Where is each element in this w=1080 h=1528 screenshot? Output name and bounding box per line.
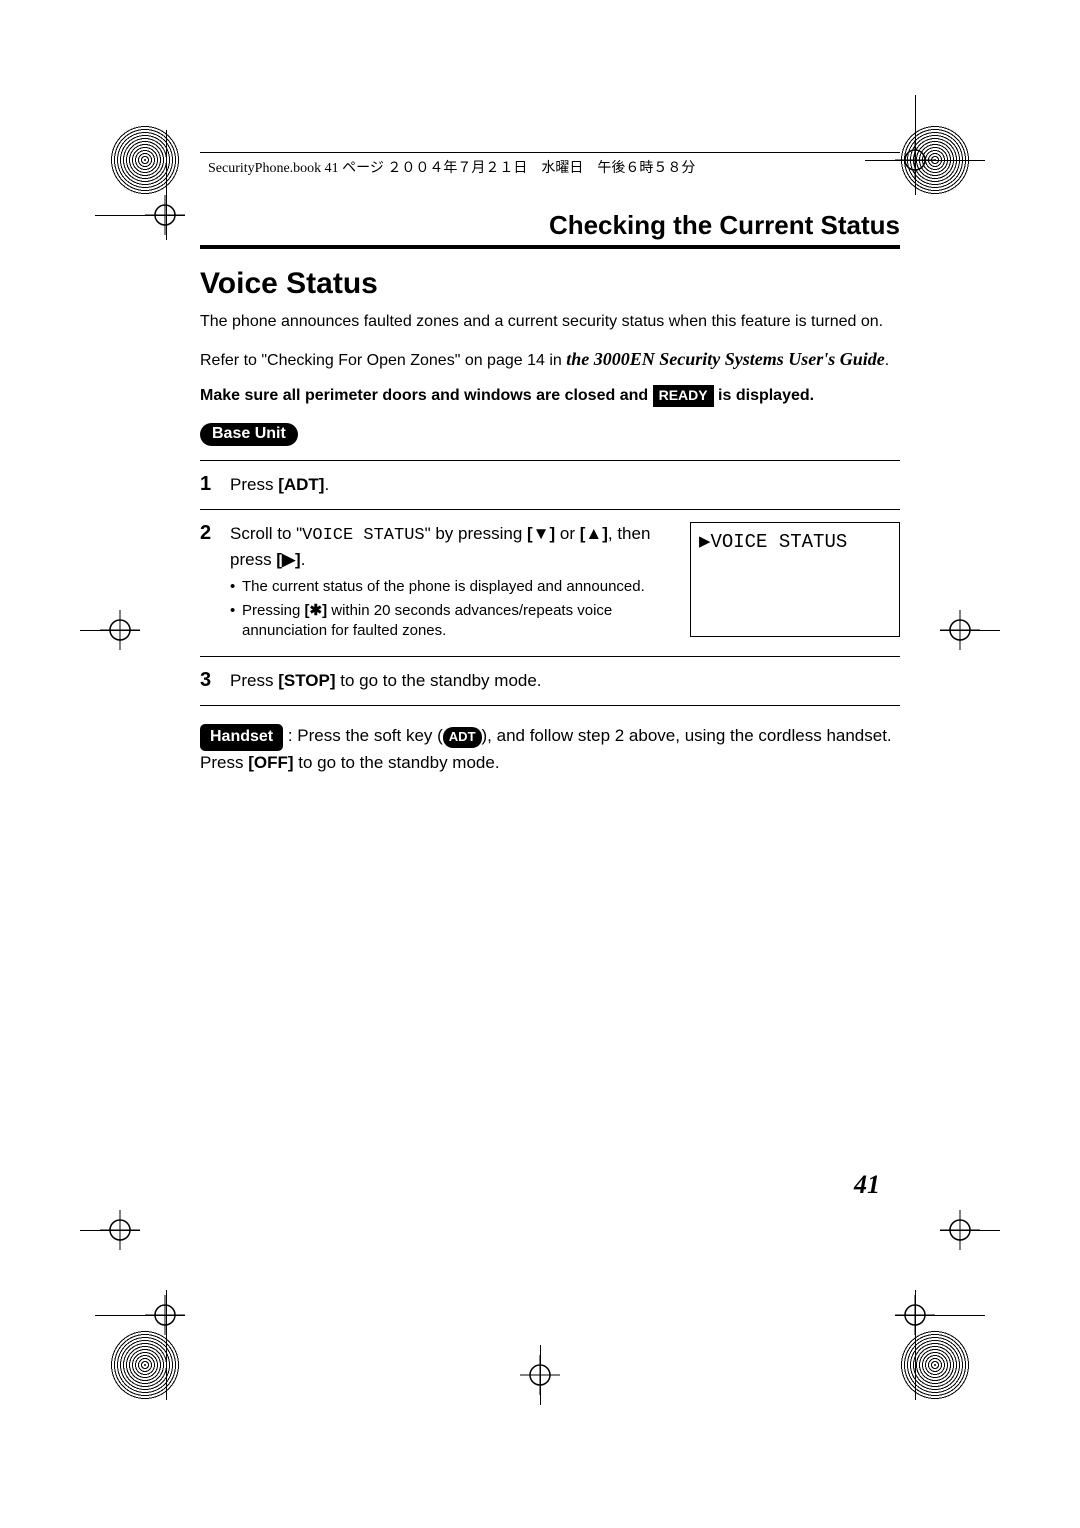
warning-after: is displayed. (714, 387, 814, 404)
s2-c: or (555, 524, 580, 543)
crop-line (895, 1315, 985, 1316)
off-key: [OFF] (248, 753, 293, 772)
stop-key: [STOP] (278, 671, 335, 690)
s1-a: Press (230, 475, 278, 494)
crop-line (95, 215, 185, 216)
crop-line (166, 130, 167, 240)
s1-c: . (324, 475, 329, 494)
down-key: [▼] (527, 524, 555, 543)
crop-line (540, 1345, 541, 1405)
base-unit-pill: Base Unit (200, 423, 298, 446)
step-rule (200, 509, 900, 510)
intro-text: The phone announces faulted zones and a … (200, 311, 900, 333)
page-content: Checking the Current Status Voice Status… (200, 210, 900, 775)
voice-status-mono: VOICE STATUS (302, 526, 424, 545)
s2-e: . (301, 550, 306, 569)
b2-a: Pressing (242, 602, 305, 619)
adt-softkey-pill: ADT (443, 727, 482, 748)
step-num: 2 (200, 522, 220, 644)
step-rule (200, 460, 900, 461)
reference-text: Refer to "Checking For Open Zones" on pa… (200, 347, 900, 372)
section-title: Voice Status (200, 267, 900, 301)
warning-before: Make sure all perimeter doors and window… (200, 387, 653, 404)
ref-doc: the 3000EN Security Systems User's Guide (566, 349, 885, 369)
h-a: : Press the soft key ( (283, 726, 443, 745)
s2-b: " by pressing (425, 524, 527, 543)
ref-suffix: . (885, 352, 889, 369)
crop-line (915, 1290, 916, 1400)
handset-note: Handset : Press the soft key (ADT), and … (200, 724, 900, 775)
chapter-title: Checking the Current Status (200, 210, 900, 241)
step-num: 1 (200, 473, 220, 497)
ready-pill: READY (653, 385, 714, 407)
chapter-rule (200, 245, 900, 249)
crop-line (95, 1315, 185, 1316)
crop-line (940, 630, 1000, 631)
crop-line (865, 160, 985, 161)
step-body: Press [ADT]. (230, 473, 900, 497)
up-key: [▲] (580, 524, 608, 543)
crop-radial-br (900, 1330, 970, 1400)
crop-line (915, 95, 916, 195)
step-num: 3 (200, 669, 220, 693)
lcd-display: ▶VOICE STATUS (690, 522, 900, 637)
crop-line (166, 1290, 167, 1400)
h-c: to go to the standby mode. (294, 753, 500, 772)
crop-line (80, 630, 140, 631)
crop-line (940, 1230, 1000, 1231)
s3-b: to go to the standby mode. (336, 671, 542, 690)
crop-radial-bl (110, 1330, 180, 1400)
adt-key: [ADT] (278, 475, 324, 494)
star-key: [✱] (305, 602, 328, 619)
header-text: SecurityPhone.book 41 ページ ２００４年７月２１日 水曜日… (208, 157, 695, 177)
s3-a: Press (230, 671, 278, 690)
warning-text: Make sure all perimeter doors and window… (200, 385, 900, 407)
step-2: 2 Scroll to "VOICE STATUS" by pressing [… (200, 516, 900, 650)
step-3: 3 Press [STOP] to go to the standby mode… (200, 663, 900, 699)
crop-radial-tl (110, 125, 180, 195)
s2-a: Scroll to " (230, 524, 302, 543)
s2-bullet1: The current status of the phone is displ… (230, 577, 676, 597)
handset-pill: Handset (200, 724, 283, 751)
s2-bullet2: Pressing [✱] within 20 seconds advances/… (230, 601, 676, 642)
crop-line (80, 1230, 140, 1231)
page-number: 41 (854, 1170, 880, 1200)
right-key: [▶] (276, 550, 300, 569)
ref-prefix: Refer to "Checking For Open Zones" on pa… (200, 352, 566, 369)
step-body: Press [STOP] to go to the standby mode. (230, 669, 900, 693)
step-body: Scroll to "VOICE STATUS" by pressing [▼]… (230, 522, 900, 644)
step-rule (200, 705, 900, 706)
header-rule (200, 152, 900, 153)
step-1: 1 Press [ADT]. (200, 467, 900, 503)
step-rule (200, 656, 900, 657)
